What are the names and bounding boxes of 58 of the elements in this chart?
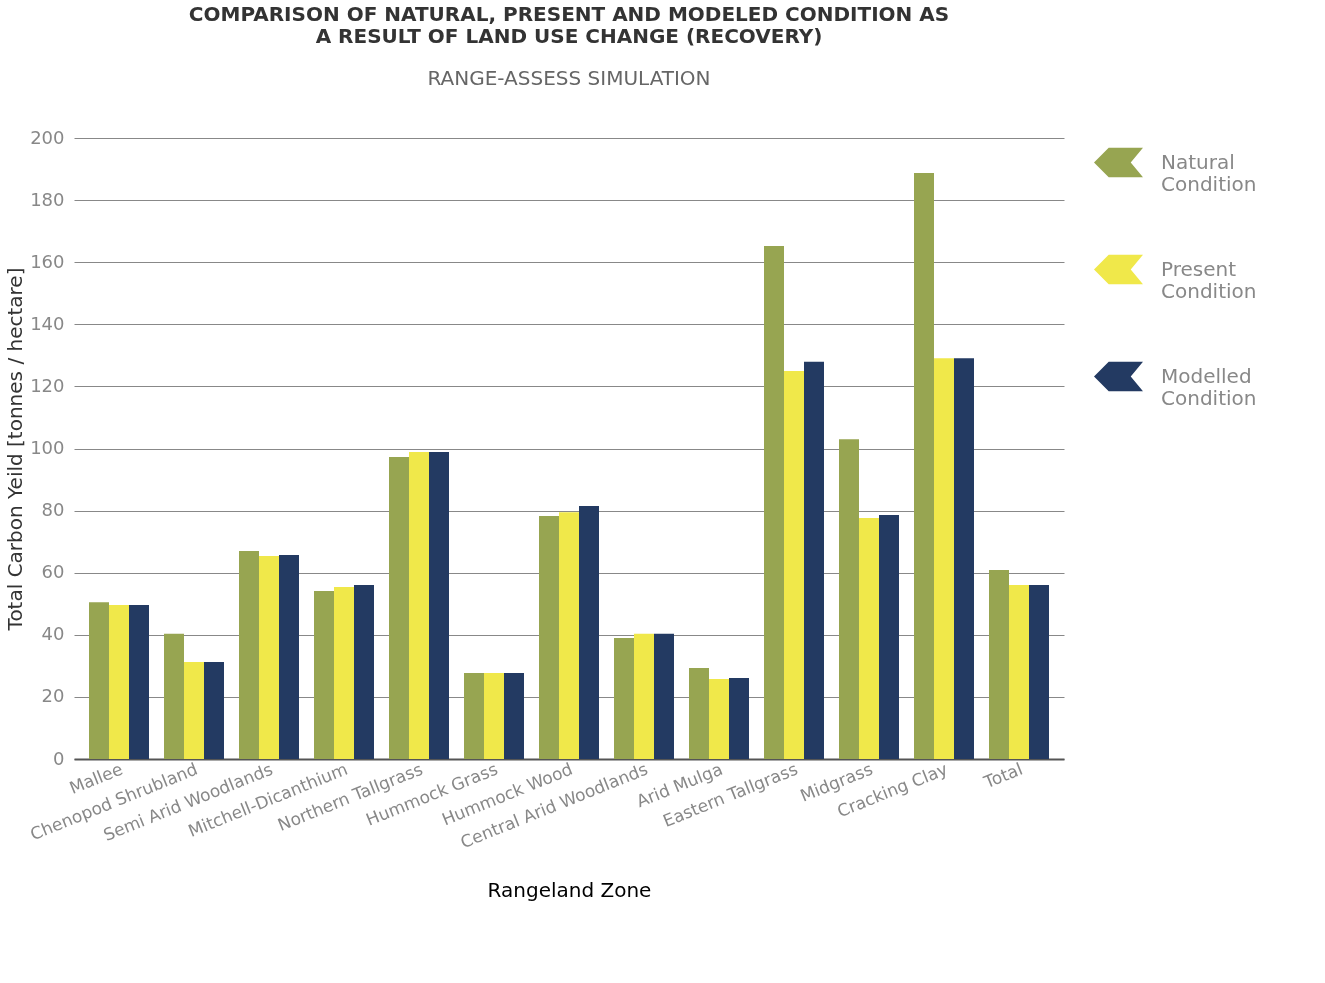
y-tick-label: 40 xyxy=(41,623,65,645)
bar xyxy=(314,591,334,759)
bar xyxy=(784,370,804,759)
chart-title: COMPARISON OF NATURAL, PRESENT AND MODELED CONDITION AS A RESULT OF LAND USE CHANGE (RECOVERY) xyxy=(188,2,950,48)
x-tick-label: Total xyxy=(980,758,1026,793)
bar xyxy=(804,361,824,759)
bar xyxy=(914,173,934,759)
y-tick-label: 0 xyxy=(53,747,65,769)
bar xyxy=(934,358,954,759)
bar xyxy=(409,451,429,759)
x-axis-title: Rangeland Zone xyxy=(487,878,652,903)
bar xyxy=(1029,585,1049,759)
legend-label: Modelled Condition xyxy=(1161,363,1257,410)
bar xyxy=(164,633,184,759)
bar xyxy=(1009,585,1029,759)
chart-subtitle: RANGE-ASSESS SIMULATION xyxy=(427,66,711,90)
y-tick-label: 60 xyxy=(41,561,65,583)
bar xyxy=(614,637,634,759)
bar xyxy=(389,456,409,759)
y-tick-label: 100 xyxy=(30,437,65,458)
bar xyxy=(954,358,974,759)
y-tick-label: 180 xyxy=(30,188,65,210)
bar xyxy=(764,246,784,759)
y-tick-label: 120 xyxy=(30,374,65,396)
bar xyxy=(89,602,109,759)
bar xyxy=(579,505,599,759)
bar xyxy=(464,672,484,759)
bar xyxy=(354,585,374,759)
bar xyxy=(504,672,524,759)
bar xyxy=(879,514,899,759)
y-tick-label: 80 xyxy=(41,499,65,521)
bar xyxy=(279,555,299,759)
bar xyxy=(559,512,579,759)
legend-label: Present Condition xyxy=(1161,256,1257,303)
bar xyxy=(989,569,1009,759)
bar xyxy=(689,668,709,759)
bar xyxy=(654,633,674,759)
bar xyxy=(709,678,729,759)
bar xyxy=(204,662,224,759)
y-tick-label: 200 xyxy=(30,126,65,148)
bar xyxy=(259,555,279,759)
bar xyxy=(109,604,129,759)
bar xyxy=(634,633,654,759)
bar xyxy=(859,518,879,759)
y-tick-label: 20 xyxy=(41,685,65,707)
bar xyxy=(484,672,504,759)
bar xyxy=(539,515,559,759)
bar xyxy=(334,586,354,759)
bar xyxy=(129,604,149,759)
bar xyxy=(429,451,449,759)
y-tick-label: 160 xyxy=(30,250,65,272)
y-axis-title: Total Carbon Yeild [tonnes / hectare] xyxy=(3,267,28,632)
bar xyxy=(239,550,259,759)
bar xyxy=(729,677,749,759)
bar xyxy=(839,439,859,759)
legend-label: Natural Condition xyxy=(1161,149,1257,196)
y-tick-label: 140 xyxy=(30,312,65,334)
bar xyxy=(184,662,204,759)
